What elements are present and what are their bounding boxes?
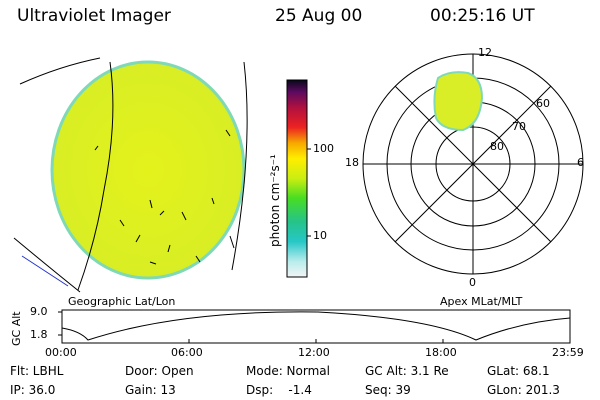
geo-grid-line — [13, 237, 81, 293]
earth-disk-panel — [13, 57, 248, 293]
time-tick-2359: 23:59 — [552, 346, 584, 359]
mlt-label-18: 18 — [345, 156, 359, 169]
geo-grid-line — [77, 61, 114, 291]
time-tick-1200: 12:00 — [298, 346, 330, 359]
time-tick-0600: 06:00 — [171, 346, 203, 359]
time-tick-0000: 00:00 — [45, 346, 77, 359]
info-door: Door: Open — [125, 364, 194, 378]
coastline-fragments — [94, 129, 235, 265]
color-bar-unit-label: photon cm⁻²s⁻¹ — [268, 154, 282, 247]
color-bar-ticks — [307, 148, 311, 237]
geographic-caption: Geographic Lat/Lon — [68, 295, 176, 308]
geo-grid-line — [231, 61, 248, 271]
mlat-label-70: 70 — [512, 120, 526, 133]
mlt-label-0: 0 — [469, 276, 476, 289]
info-filter: Flt: LBHL — [10, 364, 64, 378]
date-label: 25 Aug 00 — [275, 6, 363, 26]
apex-caption: Apex MLat/MLT — [440, 295, 523, 308]
instrument-title: Ultraviolet Imager — [17, 6, 171, 26]
coastline — [21, 255, 69, 287]
mlt-line-diagonal — [394, 85, 552, 243]
info-mode: Mode: Normal — [246, 364, 330, 378]
time-tick-1800: 18:00 — [425, 346, 457, 359]
altitude-ytick-1-8: 1.8 — [30, 328, 48, 341]
mlt-label-12: 12 — [478, 46, 492, 59]
info-gc-alt: GC Alt: 3.1 Re — [365, 364, 449, 378]
altitude-plot — [58, 309, 571, 344]
info-glat: GLat: 68.1 — [487, 364, 550, 378]
geo-grid-line — [19, 57, 101, 85]
color-bar — [286, 79, 308, 278]
altitude-ytick-9: 9.0 — [30, 305, 48, 318]
altitude-plot-ticks — [58, 311, 444, 343]
auroral-emission-region — [433, 71, 484, 132]
info-ip: IP: 36.0 — [10, 383, 56, 397]
mlt-label-6: 6 — [577, 156, 584, 169]
info-dsp: Dsp: -1.4 — [246, 383, 312, 397]
color-bar-tick-100: 100 — [313, 142, 334, 155]
info-glon: GLon: 201.3 — [487, 383, 560, 397]
info-gain: Gain: 13 — [125, 383, 176, 397]
time-label: 00:25:16 UT — [430, 6, 535, 26]
mlat-label-80: 80 — [490, 140, 504, 153]
altitude-ylabel: GC Alt — [10, 311, 23, 346]
color-bar-tick-10: 10 — [313, 229, 327, 242]
altitude-curve — [61, 311, 571, 341]
earth-disk — [50, 60, 246, 280]
info-seq: Seq: 39 — [365, 383, 411, 397]
mlat-label-60: 60 — [536, 97, 550, 110]
